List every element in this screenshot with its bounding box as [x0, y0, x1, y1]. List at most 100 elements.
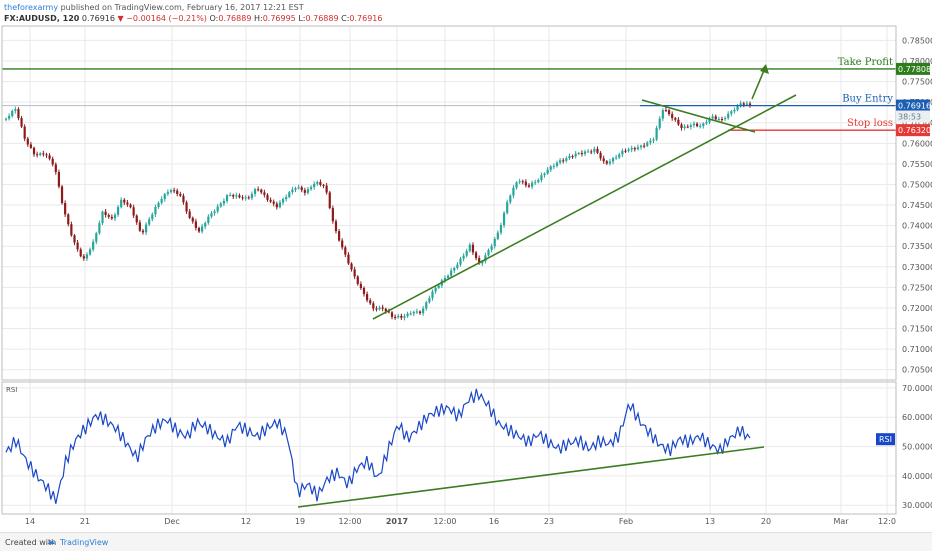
candle-body — [453, 268, 456, 271]
candle-body — [720, 119, 724, 121]
candle-body — [409, 313, 412, 315]
candle-body — [671, 114, 674, 119]
candle-body — [257, 189, 260, 191]
candle-body — [574, 153, 577, 157]
candle-body — [157, 202, 160, 207]
price-tick-label: 0.74500 — [902, 201, 932, 210]
candle-body — [711, 116, 714, 119]
target-arrow-shaft — [751, 67, 766, 100]
candle-body — [739, 103, 742, 106]
candle-body — [328, 192, 331, 209]
candle-body — [82, 256, 85, 259]
candle-body — [166, 192, 169, 194]
candle-body — [661, 110, 664, 119]
rsi-tick-label: 60.0000 — [902, 413, 932, 422]
candle-body — [571, 156, 574, 158]
time-tick-label: 19 — [295, 517, 305, 526]
candle-body — [518, 181, 521, 183]
candle-body — [406, 313, 409, 317]
candle-body — [263, 192, 266, 195]
candle-body — [64, 203, 67, 215]
candle-body — [555, 162, 559, 166]
candle-body — [705, 122, 708, 124]
candle-body — [415, 311, 419, 313]
price-tick-label: 0.74000 — [902, 222, 932, 231]
candle-body — [120, 199, 123, 208]
time-tick-label: 21 — [80, 517, 90, 526]
candle-body — [36, 154, 39, 156]
candle-body — [344, 247, 347, 255]
candle-body — [76, 242, 79, 250]
candle-body — [45, 154, 48, 156]
candle-body — [294, 188, 297, 190]
candle-body — [70, 224, 73, 236]
price-tick-label: 0.76000 — [902, 139, 932, 148]
candle-body — [325, 185, 328, 193]
rsi-tick-label: 30.0000 — [902, 501, 932, 510]
candle-body — [559, 160, 562, 163]
price-tick-label: 0.75500 — [902, 160, 932, 169]
low-value: 0.76889 — [305, 14, 339, 23]
open-label: O: — [209, 14, 219, 23]
candle-body — [238, 195, 241, 198]
candle-body — [493, 238, 496, 247]
candle-body — [288, 192, 291, 198]
candle-body — [512, 187, 515, 196]
candle-body — [222, 200, 226, 204]
time-tick-label: Mar — [833, 517, 849, 526]
published-text: published on TradingView.com, February 1… — [58, 3, 304, 12]
candle-body — [714, 116, 717, 120]
publisher-name[interactable]: theforexarmy — [4, 3, 59, 12]
candle-body — [148, 219, 151, 225]
level-name-label: Take Profit — [838, 57, 893, 68]
labels: Take Profit 0.77808 Buy Entry 0.76916 Stop l… — [838, 57, 931, 446]
candle-body — [42, 153, 45, 155]
price-tag-label: 0.77808 — [898, 65, 931, 74]
candle-body — [266, 194, 269, 200]
candle-body — [253, 189, 257, 195]
tradingview-link[interactable]: TradingView — [60, 538, 109, 547]
price-tick-label: 0.78000 — [902, 57, 932, 66]
candle-body — [204, 222, 207, 227]
candle-body — [692, 123, 696, 126]
candle-body — [225, 195, 229, 201]
price-tick-label: 0.73500 — [902, 242, 932, 251]
candle-body — [552, 165, 555, 167]
candle-body — [179, 193, 182, 196]
candle-body — [403, 316, 406, 318]
candle-body — [736, 105, 739, 110]
candle-body — [431, 291, 434, 299]
time-tick-label: 13 — [705, 517, 715, 526]
candle-body — [169, 190, 173, 193]
candle-body — [322, 184, 325, 186]
candle-body — [418, 311, 422, 314]
candle-body — [462, 255, 465, 259]
candle-body — [577, 153, 580, 155]
candle-body — [126, 202, 129, 205]
candle-body — [269, 199, 272, 202]
candle-body — [450, 270, 453, 276]
candle-body — [135, 215, 138, 223]
candle-body — [471, 244, 475, 253]
candle-body — [39, 153, 42, 155]
timer-tag-box — [896, 110, 930, 123]
candle-body — [331, 208, 334, 222]
candle-body — [313, 183, 316, 188]
candle-body — [191, 217, 194, 222]
candle-body — [481, 261, 484, 264]
candle-body — [176, 190, 179, 194]
candle-body — [639, 145, 643, 148]
candle-body — [188, 211, 191, 218]
candle-body — [372, 303, 375, 309]
candle-body — [260, 189, 263, 193]
candle-body — [412, 311, 415, 314]
candle-body — [446, 275, 450, 278]
time-tick-label: 12:00 — [433, 517, 456, 526]
high-value: 0.76995 — [262, 14, 296, 23]
price-tick-label: 0.77500 — [902, 78, 932, 87]
candle-body — [95, 233, 98, 242]
candle-body — [57, 172, 61, 187]
candle-body — [727, 113, 730, 119]
price-tick-label: 0.72000 — [902, 304, 932, 313]
